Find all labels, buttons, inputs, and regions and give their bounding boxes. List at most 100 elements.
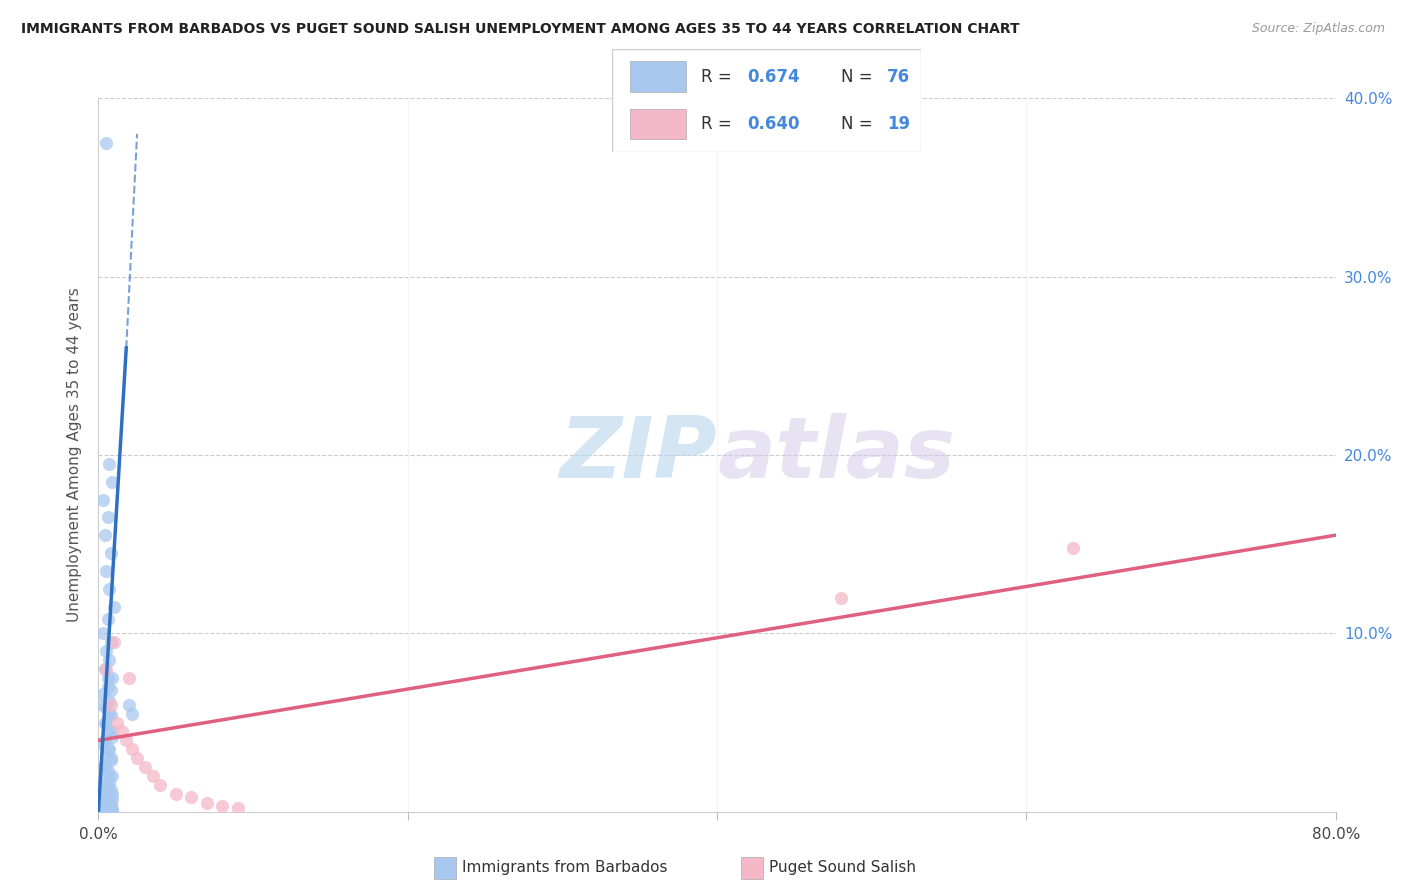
Text: R =: R =	[702, 115, 737, 133]
Point	[96, 715, 118, 730]
Text: Immigrants from Barbados: Immigrants from Barbados	[463, 860, 668, 875]
Point	[100, 799, 122, 814]
Point	[100, 783, 122, 797]
Point	[91, 626, 114, 640]
Point	[91, 799, 114, 814]
Bar	[630, 109, 686, 139]
Point	[97, 742, 120, 756]
Point	[98, 796, 121, 810]
Point	[101, 803, 124, 817]
Point	[195, 796, 218, 810]
Point	[97, 803, 120, 817]
Point	[96, 644, 118, 658]
Point	[91, 698, 114, 712]
Point	[96, 564, 118, 578]
Point	[115, 733, 138, 747]
Text: IMMIGRANTS FROM BARBADOS VS PUGET SOUND SALISH UNEMPLOYMENT AMONG AGES 35 TO 44 : IMMIGRANTS FROM BARBADOS VS PUGET SOUND …	[21, 22, 1019, 37]
Point	[149, 778, 172, 792]
Point	[100, 546, 122, 560]
Bar	[630, 62, 686, 92]
Point	[100, 753, 122, 767]
Text: Puget Sound Salish: Puget Sound Salish	[769, 860, 917, 875]
Text: 0.674: 0.674	[748, 68, 800, 86]
Point	[100, 751, 122, 765]
Point	[93, 758, 115, 772]
Point	[101, 671, 124, 685]
Point	[97, 794, 120, 808]
Text: N =: N =	[841, 68, 877, 86]
Point	[121, 706, 143, 721]
Point	[97, 510, 120, 524]
Bar	[433, 856, 456, 879]
Point	[98, 742, 121, 756]
Point	[100, 683, 122, 698]
Point	[100, 805, 122, 819]
Point	[101, 724, 124, 739]
Point	[98, 706, 121, 721]
Point	[98, 769, 121, 783]
Point	[91, 687, 114, 701]
Point	[103, 635, 125, 649]
Point	[91, 772, 114, 787]
Point	[97, 805, 120, 819]
Bar	[741, 856, 763, 879]
Point	[134, 760, 156, 774]
Point	[93, 801, 115, 815]
Point	[97, 790, 120, 805]
Point	[98, 805, 121, 819]
Text: atlas: atlas	[717, 413, 955, 497]
Point	[100, 698, 122, 712]
Point	[93, 528, 115, 542]
Point	[226, 801, 249, 815]
Point	[211, 799, 233, 814]
Point	[96, 136, 118, 150]
Text: N =: N =	[841, 115, 877, 133]
Point	[93, 787, 115, 801]
Point	[101, 803, 124, 817]
Point	[96, 797, 118, 812]
Point	[100, 708, 122, 723]
Point	[98, 653, 121, 667]
Point	[93, 662, 115, 676]
Point	[180, 790, 202, 805]
Text: 76: 76	[887, 68, 910, 86]
FancyBboxPatch shape	[612, 49, 921, 152]
Point	[96, 805, 118, 819]
Point	[118, 671, 141, 685]
Point	[101, 792, 124, 806]
Point	[96, 747, 118, 762]
Point	[101, 475, 124, 489]
Point	[91, 737, 114, 751]
Point	[97, 723, 120, 737]
Point	[830, 591, 852, 605]
Text: Source: ZipAtlas.com: Source: ZipAtlas.com	[1251, 22, 1385, 36]
Point	[93, 715, 115, 730]
Point	[96, 701, 118, 715]
Point	[118, 698, 141, 712]
Point	[105, 715, 128, 730]
Point	[96, 780, 118, 794]
Point	[98, 457, 121, 471]
Point	[93, 790, 115, 805]
Point	[101, 769, 124, 783]
Point	[101, 787, 124, 801]
Point	[100, 635, 122, 649]
Point	[96, 803, 118, 817]
Point	[93, 805, 115, 819]
Text: R =: R =	[702, 68, 737, 86]
Text: ZIP: ZIP	[560, 413, 717, 497]
Point	[93, 805, 115, 819]
Point	[96, 778, 118, 792]
Point	[1062, 541, 1084, 555]
Text: 0.640: 0.640	[748, 115, 800, 133]
Point	[97, 764, 120, 778]
Point	[96, 662, 118, 676]
Point	[127, 751, 149, 765]
Point	[121, 742, 143, 756]
Point	[98, 582, 121, 596]
Point	[111, 724, 134, 739]
Point	[142, 769, 165, 783]
Point	[91, 805, 114, 819]
Y-axis label: Unemployment Among Ages 35 to 44 years: Unemployment Among Ages 35 to 44 years	[67, 287, 83, 623]
Point	[97, 680, 120, 694]
